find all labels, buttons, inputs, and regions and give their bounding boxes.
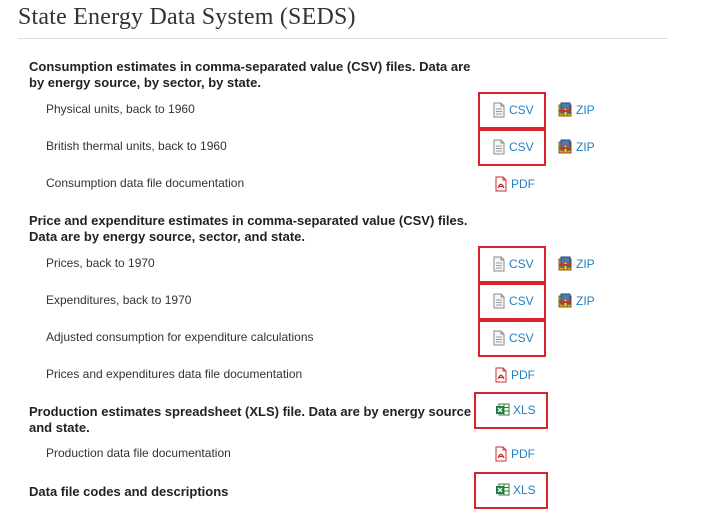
row-0-0-zip-link[interactable]: ZIP	[558, 102, 595, 117]
link-text: XLS	[513, 482, 536, 497]
link-text: CSV	[509, 294, 534, 308]
document-icon	[492, 256, 506, 272]
row-1-1-csv-link[interactable]: CSV	[492, 293, 534, 309]
row-label: Physical units, back to 1960	[46, 102, 195, 116]
pdf-icon	[494, 176, 508, 192]
link-text: CSV	[509, 331, 534, 345]
row-1-0-csv-link[interactable]: CSV	[492, 256, 534, 272]
link-text: ZIP	[576, 139, 595, 154]
row-label: British thermal units, back to 1960	[46, 139, 227, 153]
excel-icon	[495, 402, 510, 417]
link-text: ZIP	[576, 293, 595, 308]
section-heading: Data file codes and descriptions	[29, 484, 229, 499]
row-label: Prices, back to 1970	[46, 256, 155, 270]
link-text: PDF	[511, 368, 535, 382]
row-0-1-csv-link[interactable]: CSV	[492, 139, 534, 155]
row-label: Consumption data file documentation	[46, 176, 245, 190]
section-heading: Consumption estimates in comma-separated…	[29, 59, 471, 90]
link-text: ZIP	[576, 256, 595, 271]
archive-icon	[558, 139, 573, 154]
row-0-0-csv-link[interactable]: CSV	[492, 102, 534, 118]
row-label: Adjusted consumption for expenditure cal…	[46, 330, 314, 344]
section-heading: Production estimates spreadsheet (XLS) f…	[29, 404, 472, 435]
document-icon	[492, 139, 506, 155]
excel-icon	[495, 482, 510, 497]
row-label: Expenditures, back to 1970	[46, 293, 192, 307]
document-icon	[492, 102, 506, 118]
pdf-icon	[494, 446, 508, 462]
row-label: Prices and expenditures data file docume…	[46, 367, 303, 381]
row-1-3-pdf-link[interactable]: PDF	[494, 367, 535, 383]
page-title: State Energy Data System (SEDS)	[18, 4, 356, 30]
row-1-2-csv-link[interactable]: CSV	[492, 330, 534, 346]
row-2-0-pdf-link[interactable]: PDF	[494, 446, 535, 462]
row-0-1-zip-link[interactable]: ZIP	[558, 139, 595, 154]
link-text: PDF	[511, 177, 535, 191]
link-text: PDF	[511, 447, 535, 461]
pdf-icon	[494, 367, 508, 383]
row-1-1-zip-link[interactable]: ZIP	[558, 293, 595, 308]
row-0-2-pdf-link[interactable]: PDF	[494, 176, 535, 192]
title-divider	[18, 38, 668, 39]
link-text: CSV	[509, 103, 534, 117]
section-heading: Price and expenditure estimates in comma…	[29, 213, 468, 244]
archive-icon	[558, 256, 573, 271]
link-text: XLS	[513, 402, 536, 417]
section-2-xls-link[interactable]: XLS	[495, 402, 536, 417]
archive-icon	[558, 102, 573, 117]
section-3-xls-link[interactable]: XLS	[495, 482, 536, 497]
link-text: CSV	[509, 257, 534, 271]
document-icon	[492, 293, 506, 309]
link-text: CSV	[509, 140, 534, 154]
document-icon	[492, 330, 506, 346]
row-1-0-zip-link[interactable]: ZIP	[558, 256, 595, 271]
link-text: ZIP	[576, 102, 595, 117]
row-label: Production data file documentation	[46, 446, 231, 460]
archive-icon	[558, 293, 573, 308]
